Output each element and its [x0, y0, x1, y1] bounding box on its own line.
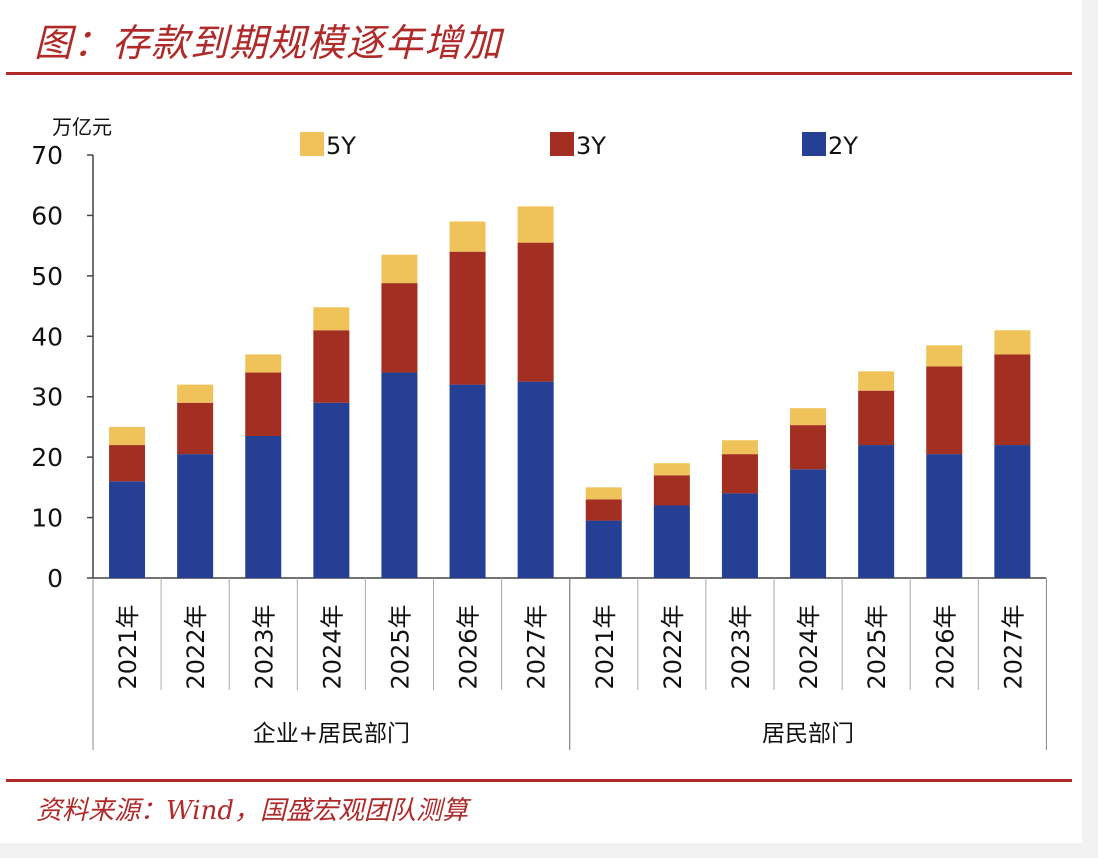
bar-5Y-segment — [109, 426, 146, 446]
legend-swatch-3Y — [550, 132, 574, 156]
bar-3Y-segment — [994, 354, 1031, 446]
x-tick-label: 2022年 — [182, 604, 210, 689]
bar-2Y-segment — [177, 454, 214, 578]
bar-2Y-segment — [926, 454, 963, 578]
group-label: 居民部门 — [762, 721, 854, 747]
bar-5Y-segment — [994, 330, 1031, 355]
x-tick-label: 2023年 — [250, 604, 278, 689]
y-tick-label: 70 — [31, 141, 63, 170]
legend-label-3Y: 3Y — [576, 132, 606, 160]
stacked-bar-chart: 万亿元 0 10 20 30 40 50 60 70 2021年 2022年 2023年 2024年 20… — [31, 115, 1047, 750]
figure-title: 图：存款到期规模逐年增加 — [34, 21, 503, 65]
y-tick-label: 10 — [31, 504, 63, 533]
y-tick-label: 0 — [47, 564, 63, 593]
bar-5Y-segment — [245, 354, 282, 373]
title-divider — [6, 72, 1072, 75]
source-divider — [6, 779, 1072, 782]
chart-card: 图：存款到期规模逐年增加 万亿元 0 10 20 30 40 50 60 70 2021年 2022… — [0, 0, 1082, 843]
bar-2Y-segment — [517, 381, 554, 578]
x-tick-label: 2021年 — [114, 604, 142, 689]
y-tick-label: 50 — [31, 262, 63, 291]
y-tick-label: 60 — [31, 201, 63, 230]
bar-5Y-segment — [653, 463, 690, 476]
x-tick-label: 2025年 — [863, 604, 891, 689]
bar-2Y-segment — [858, 445, 895, 578]
bar-3Y-segment — [109, 445, 146, 482]
bar-5Y-segment — [381, 254, 418, 284]
bar-3Y-segment — [245, 372, 282, 436]
bar-5Y-segment — [926, 345, 963, 367]
bar-2Y-segment — [245, 435, 282, 578]
bar-2Y-segment — [653, 505, 690, 578]
bar-3Y-segment — [177, 402, 214, 455]
bar-2Y-segment — [449, 384, 486, 578]
x-tick-label: 2024年 — [795, 604, 823, 689]
bar-5Y-segment — [517, 206, 554, 243]
bar-3Y-segment — [381, 283, 418, 373]
bar-2Y-segment — [790, 469, 827, 578]
y-tick-label: 20 — [31, 443, 63, 472]
bar-3Y-segment — [585, 499, 622, 521]
bar-5Y-segment — [721, 440, 758, 455]
legend-label-2Y: 2Y — [828, 132, 858, 160]
bar-2Y-segment — [313, 402, 350, 578]
x-tick-label: 2022年 — [659, 604, 687, 689]
y-tick-label: 30 — [31, 383, 63, 412]
bar-3Y-segment — [721, 454, 758, 494]
bar-3Y-segment — [858, 390, 895, 446]
bar-5Y-segment — [449, 221, 486, 252]
x-tick-label: 2021年 — [591, 604, 619, 689]
bar-5Y-segment — [790, 408, 827, 426]
bar-3Y-segment — [926, 366, 963, 455]
bar-2Y-segment — [381, 372, 418, 578]
x-tick-label: 2027年 — [999, 604, 1027, 689]
y-axis-unit-label: 万亿元 — [52, 115, 112, 139]
legend-label-5Y: 5Y — [326, 132, 356, 160]
bar-2Y-segment — [994, 445, 1031, 578]
group-label: 企业+居民部门 — [253, 721, 410, 747]
bar-5Y-segment — [585, 487, 622, 500]
y-tick-label: 40 — [31, 322, 63, 351]
x-tick-label: 2027年 — [523, 604, 551, 689]
bar-5Y-segment — [177, 384, 214, 403]
x-tick-label: 2026年 — [455, 604, 483, 689]
bar-3Y-segment — [313, 330, 350, 403]
bar-2Y-segment — [585, 520, 622, 578]
figure-source: 资料来源：Wind，国盛宏观团队测算 — [36, 796, 468, 826]
x-tick-label: 2023年 — [727, 604, 755, 689]
bar-5Y-segment — [313, 307, 350, 331]
bar-2Y-segment — [109, 481, 146, 578]
bar-3Y-segment — [790, 425, 827, 470]
x-tick-label: 2026年 — [931, 604, 959, 689]
bar-3Y-segment — [653, 475, 690, 506]
legend-swatch-5Y — [300, 132, 324, 156]
bar-2Y-segment — [721, 493, 758, 578]
x-tick-label: 2024年 — [318, 604, 346, 689]
x-tick-label: 2025年 — [386, 604, 414, 689]
bar-3Y-segment — [517, 242, 554, 382]
bar-3Y-segment — [449, 251, 486, 385]
legend-swatch-2Y — [802, 132, 826, 156]
bar-5Y-segment — [858, 371, 895, 391]
